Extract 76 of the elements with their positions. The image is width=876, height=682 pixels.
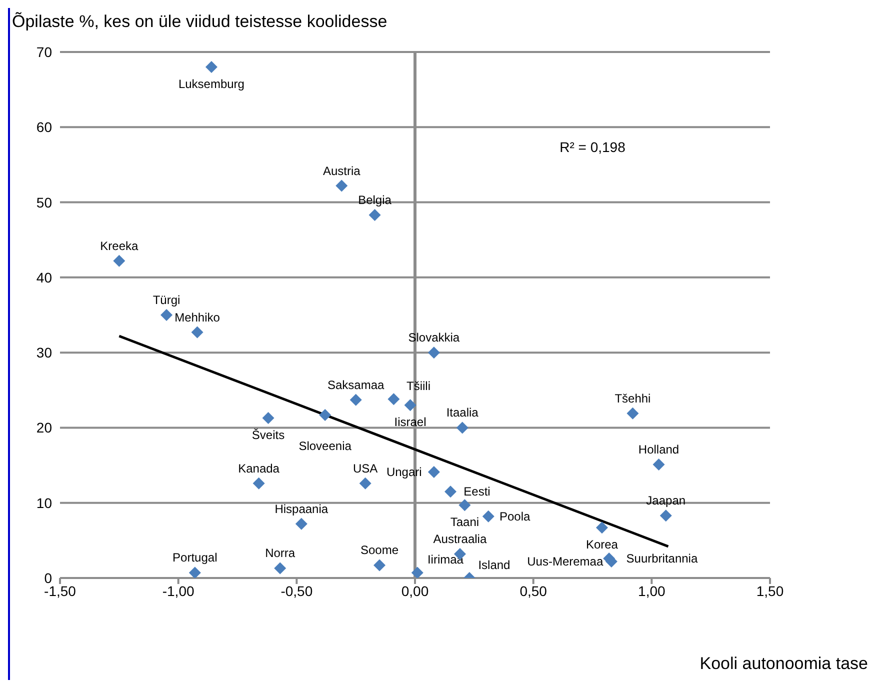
- y-axis-title: Õpilaste %, kes on üle viidud teistesse koolidesse: [12, 12, 388, 32]
- point: [205, 61, 218, 74]
- point: [652, 458, 665, 471]
- data-label: Tšehhi: [614, 391, 651, 406]
- point: [458, 499, 471, 512]
- data-label: Itaalia: [446, 406, 479, 420]
- point: [262, 412, 274, 424]
- data-label: Slovakkia: [408, 330, 460, 345]
- point: [319, 408, 332, 421]
- x-tick-label: 0,50: [520, 582, 548, 599]
- data-label: Eesti: [464, 484, 490, 499]
- point: [411, 566, 424, 578]
- data-label: Šveits: [252, 428, 285, 442]
- data-label: Hispaania: [274, 502, 328, 516]
- point: [456, 422, 468, 434]
- point: [596, 522, 608, 534]
- data-label: Uus-Meremaa: [527, 554, 604, 568]
- point: [252, 477, 265, 490]
- data-label: Ungari: [386, 465, 422, 480]
- data-label: Kreeka: [100, 238, 138, 253]
- y-tick-label: 30: [36, 344, 52, 361]
- x-tick-label: -0,50: [280, 582, 313, 599]
- y-tick-label: 20: [36, 420, 52, 436]
- data-label: Austraalia: [433, 532, 487, 546]
- point: [388, 393, 400, 406]
- point: [482, 510, 494, 522]
- point: [350, 394, 362, 406]
- point: [626, 407, 639, 420]
- data-label: Belgia: [358, 193, 392, 208]
- y-tick-label: 60: [36, 119, 52, 136]
- data-label: Korea: [586, 538, 618, 552]
- x-tick-label: -1,00: [162, 582, 194, 599]
- point: [660, 510, 672, 522]
- data-label: Kanada: [238, 461, 280, 476]
- x-tick-label: 0,00: [401, 582, 429, 599]
- y-tick-label: 50: [36, 194, 52, 210]
- point: [428, 346, 440, 359]
- point: [359, 477, 372, 490]
- point: [404, 399, 416, 412]
- data-label: Iisrael: [394, 415, 426, 430]
- point: [336, 180, 348, 192]
- data-label: Jaapan: [646, 494, 686, 508]
- data-label: Luksemburg: [178, 77, 244, 92]
- data-label: Taani: [450, 515, 480, 530]
- data-label: USA: [352, 461, 378, 476]
- data-label: Portugal: [172, 550, 218, 565]
- x-tick-label: 1,50: [756, 582, 784, 599]
- x-axis-title: Kooli autonoomia tase: [700, 654, 868, 674]
- y-tick-label: 40: [36, 269, 52, 286]
- y-tick-label: 70: [36, 44, 52, 60]
- point: [374, 559, 386, 572]
- point: [160, 309, 172, 321]
- point: [428, 466, 440, 478]
- x-tick-label: 1,00: [638, 582, 666, 599]
- point: [113, 254, 126, 267]
- y-tick-label: 10: [36, 494, 52, 511]
- annotation: R² = 0,198: [560, 139, 626, 155]
- point: [191, 326, 204, 338]
- data-label: Iirimaa: [427, 552, 464, 567]
- point: [188, 566, 201, 578]
- data-label: Island: [478, 558, 510, 572]
- data-label: Holland: [638, 442, 680, 457]
- point: [295, 518, 308, 530]
- data-label: Austria: [322, 164, 361, 178]
- point: [274, 562, 286, 574]
- data-label: Soome: [360, 543, 399, 558]
- data-label: Norra: [265, 546, 296, 560]
- data-label: Saksamaa: [327, 378, 385, 392]
- data-label: Mehhiko: [174, 310, 220, 324]
- point: [368, 209, 381, 222]
- data-label: Türgi: [152, 293, 180, 307]
- data-label: Sloveenia: [298, 438, 352, 453]
- point: [444, 486, 456, 498]
- data-label: Tšiili: [406, 379, 430, 394]
- data-label: Suurbritannia: [626, 551, 698, 566]
- data-label: Poola: [500, 509, 531, 524]
